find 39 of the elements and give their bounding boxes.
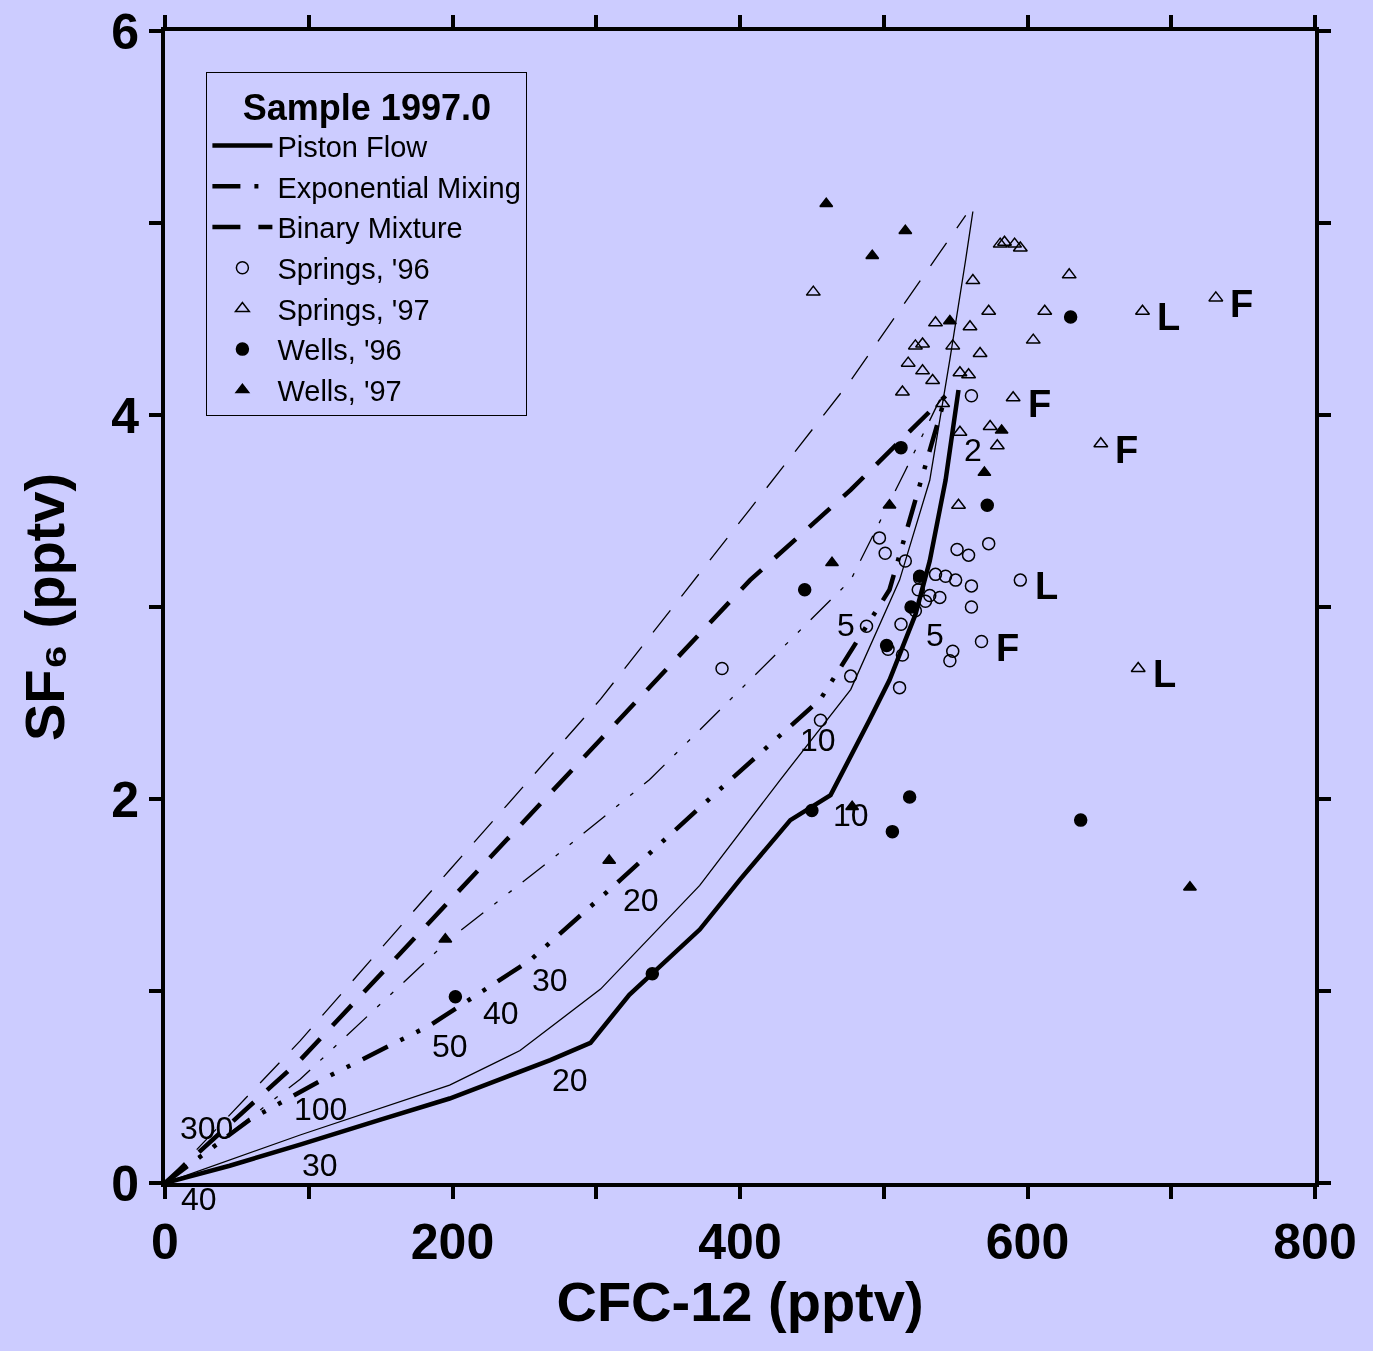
x-axis-title: CFC-12 (pptv) (556, 1270, 924, 1333)
y-tick-label: 4 (111, 387, 140, 444)
annotation: 20 (623, 882, 659, 918)
legend-label: Wells, '96 (277, 334, 402, 367)
x-tick-label: 400 (698, 1214, 782, 1270)
annotation: 30 (532, 962, 568, 998)
legend-label: Wells, '97 (277, 375, 402, 408)
annotation: 50 (432, 1028, 468, 1064)
legend-label: Piston Flow (277, 130, 429, 163)
annotation: 40 (483, 995, 519, 1031)
annotation: L (1157, 296, 1181, 338)
annotation: 5 (926, 617, 944, 653)
y-axis-title: SF₆ (pptv) (12, 472, 76, 742)
legend-label: Springs, '97 (277, 293, 430, 326)
annotation: F (996, 627, 1020, 669)
annotation: 30 (302, 1147, 338, 1183)
annotation: L (1153, 653, 1177, 695)
annotation: 2 (964, 432, 982, 468)
annotation: 20 (552, 1062, 588, 1098)
annotation: F (1230, 283, 1254, 325)
annotation: F (1028, 383, 1052, 425)
annotation: 5 (837, 607, 855, 643)
x-tick-label: 800 (1273, 1214, 1357, 1270)
x-tick-label: 0 (151, 1214, 179, 1270)
y-tick-label: 6 (111, 3, 139, 60)
y-tick-label: 0 (111, 1155, 139, 1212)
x-tick-label: 600 (985, 1214, 1070, 1270)
legend-title: Sample 1997.0 (242, 87, 491, 129)
annotation: 10 (833, 797, 869, 833)
x-tick-label: 200 (410, 1214, 495, 1270)
annotation: 100 (294, 1091, 348, 1127)
annotation: L (1035, 565, 1059, 607)
legend-label: Springs, '96 (277, 253, 430, 286)
legend-label: Binary Mixture (277, 212, 463, 245)
annotation: 300 (180, 1110, 234, 1146)
annotation: F (1115, 429, 1139, 471)
annotation: 40 (181, 1181, 217, 1217)
y-tick-label: 2 (111, 771, 139, 828)
legend-label: Exponential Mixing (277, 171, 521, 204)
